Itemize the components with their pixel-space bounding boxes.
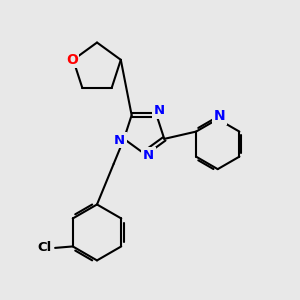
Text: N: N — [153, 104, 164, 117]
Text: N: N — [213, 109, 225, 123]
Text: N: N — [143, 148, 154, 161]
Text: N: N — [114, 134, 125, 147]
Text: O: O — [66, 53, 78, 67]
Text: Cl: Cl — [38, 242, 52, 254]
